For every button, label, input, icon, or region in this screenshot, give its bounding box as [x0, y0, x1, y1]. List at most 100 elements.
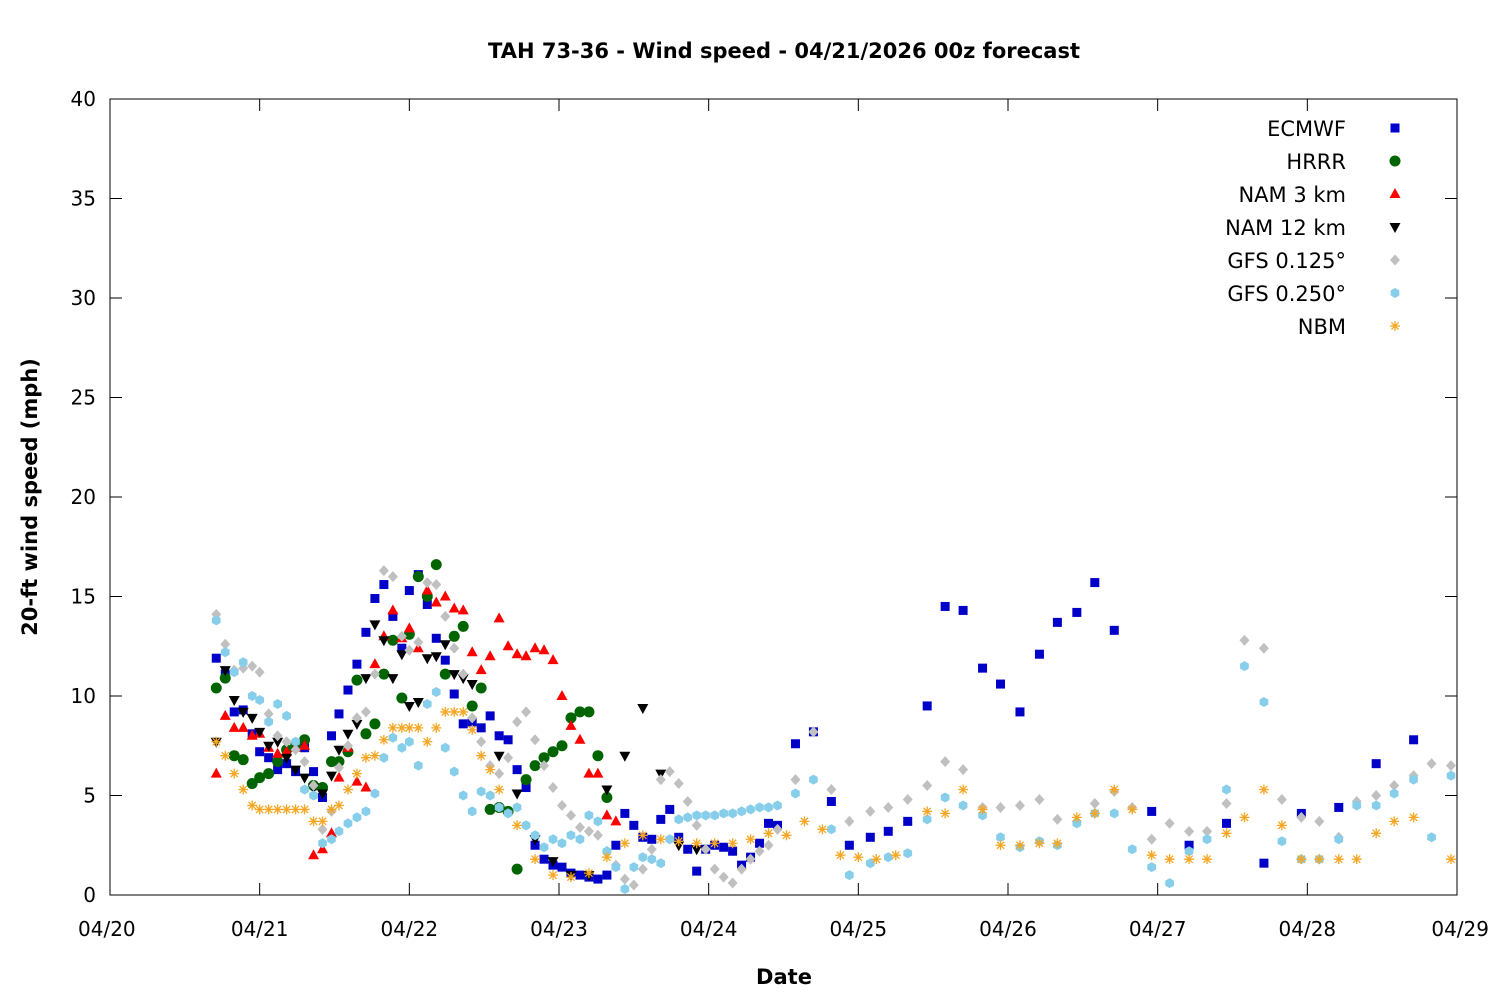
data-point-gfs-0-250 — [1446, 770, 1456, 781]
data-point-nam-3-km — [547, 654, 559, 665]
x-tick-label: 04/20 — [78, 917, 136, 941]
data-point-gfs-0-125 — [754, 845, 765, 857]
x-tick-label: 04/27 — [1129, 917, 1187, 941]
data-point-gfs-0-250 — [620, 884, 630, 894]
data-point-ecmwf — [440, 655, 450, 665]
data-point-gfs-0-250 — [978, 810, 987, 821]
data-point-gfs-0-125 — [449, 642, 460, 654]
data-point-gfs-0-250 — [485, 790, 495, 801]
y-tick-label: 25 — [71, 386, 96, 410]
data-point-gfs-0-250 — [238, 657, 248, 668]
data-point-gfs-0-250 — [370, 788, 380, 799]
data-point-gfs-0-250 — [827, 824, 836, 835]
data-point-nbm — [238, 784, 249, 795]
data-point-hrrr — [210, 682, 222, 694]
data-point-nbm — [1276, 820, 1287, 831]
y-axis-label: 20-ft wind speed (mph) — [18, 358, 42, 636]
legend-label-gfs-0-250: GFS 0.250° — [1227, 282, 1346, 306]
data-point-gfs-0-125 — [1239, 634, 1250, 646]
legend-marker-gfs-0-250 — [1390, 288, 1400, 298]
data-point-nbm — [396, 722, 407, 733]
data-point-ecmwf — [692, 866, 702, 876]
data-point-nam-3-km — [237, 721, 249, 732]
data-point-nbm — [1014, 840, 1025, 851]
data-point-gfs-0-250 — [548, 834, 558, 845]
data-point-nam-3-km — [369, 658, 381, 669]
data-point-hrrr — [272, 756, 284, 768]
data-point-ecmwf — [1015, 707, 1025, 717]
x-tick-label: 04/29 — [1431, 917, 1489, 941]
data-point-ecmwf — [458, 719, 468, 729]
data-point-gfs-0-125 — [308, 780, 319, 792]
data-point-nam-12-km — [342, 729, 354, 740]
data-point-nam-3-km — [272, 747, 284, 758]
legend-label-hrrr: HRRR — [1286, 150, 1346, 174]
data-point-nam-3-km — [448, 602, 460, 613]
data-point-gfs-0-250 — [220, 647, 230, 658]
data-point-gfs-0-250 — [1165, 878, 1174, 889]
data-point-nbm — [281, 804, 292, 815]
data-point-gfs-0-250 — [327, 834, 336, 845]
data-point-nam-3-km — [333, 771, 345, 782]
data-point-nbm — [1071, 812, 1082, 823]
legend-marker-nbm — [1390, 321, 1400, 331]
data-point-nam-12-km — [412, 697, 424, 708]
data-point-nam-12-km — [246, 713, 258, 724]
data-point-gfs-0-125 — [646, 843, 657, 855]
data-point-gfs-0-250 — [737, 806, 746, 817]
data-point-ecmwf — [940, 601, 950, 611]
data-point-gfs-0-250 — [431, 687, 441, 697]
data-point-nam-12-km — [466, 680, 478, 691]
data-point-ecmwf — [255, 747, 265, 757]
data-point-nbm — [799, 816, 810, 827]
data-point-gfs-0-250 — [755, 802, 764, 813]
data-point-hrrr — [246, 778, 258, 790]
data-point-nbm — [333, 800, 344, 811]
data-point-gfs-0-125 — [745, 853, 756, 865]
data-point-gfs-0-125 — [317, 823, 328, 835]
data-point-gfs-0-125 — [530, 734, 541, 746]
data-point-nam-3-km — [610, 815, 622, 826]
data-point-gfs-0-250 — [903, 848, 913, 859]
data-point-nbm — [673, 836, 684, 847]
data-point-nbm — [1109, 784, 1120, 795]
data-point-ecmwf — [1090, 578, 1100, 588]
data-point-ecmwf — [593, 874, 603, 884]
data-point-nbm — [229, 768, 240, 779]
data-point-ecmwf — [343, 685, 353, 695]
data-point-ecmwf — [620, 808, 630, 818]
data-point-ecmwf — [494, 731, 504, 741]
x-tick-label: 04/22 — [381, 917, 439, 941]
data-point-hrrr — [457, 620, 469, 632]
chart-title: TAH 73-36 - Wind speed - 04/21/2026 00z … — [488, 39, 1080, 63]
data-point-nbm — [548, 870, 559, 881]
data-point-nam-3-km — [493, 612, 505, 623]
data-point-nbm — [369, 750, 380, 761]
data-point-nbm — [449, 706, 460, 717]
data-point-gfs-0-250 — [476, 786, 486, 797]
data-point-gfs-0-125 — [958, 764, 969, 776]
data-point-gfs-0-250 — [593, 816, 603, 827]
data-point-hrrr — [412, 571, 424, 583]
data-point-gfs-0-250 — [602, 846, 612, 857]
data-point-ecmwf — [1109, 625, 1119, 635]
legend-label-nam-12-km: NAM 12 km — [1225, 216, 1346, 240]
data-point-nbm — [378, 734, 389, 745]
data-point-gfs-0-250 — [361, 806, 371, 817]
data-point-ecmwf — [865, 832, 875, 842]
legend: ECMWF HRRR NAM 3 km NAM 12 km GFS 0.125° GFS … — [1225, 117, 1401, 339]
data-point-nbm — [512, 820, 523, 831]
data-point-gfs-0-125 — [1034, 793, 1045, 805]
data-point-hrrr — [360, 728, 372, 740]
data-point-nam-12-km — [421, 654, 433, 665]
data-point-hrrr — [592, 750, 604, 762]
data-point-nbm — [458, 706, 469, 717]
data-point-nam-12-km — [511, 789, 523, 800]
data-point-gfs-0-125 — [1014, 799, 1025, 811]
data-point-gfs-0-250 — [521, 820, 531, 831]
data-point-ecmwf — [790, 739, 800, 749]
data-point-gfs-0-250 — [1277, 836, 1287, 847]
data-point-gfs-0-125 — [351, 712, 362, 724]
data-point-nbm — [727, 838, 738, 849]
data-point-hrrr — [228, 750, 240, 762]
